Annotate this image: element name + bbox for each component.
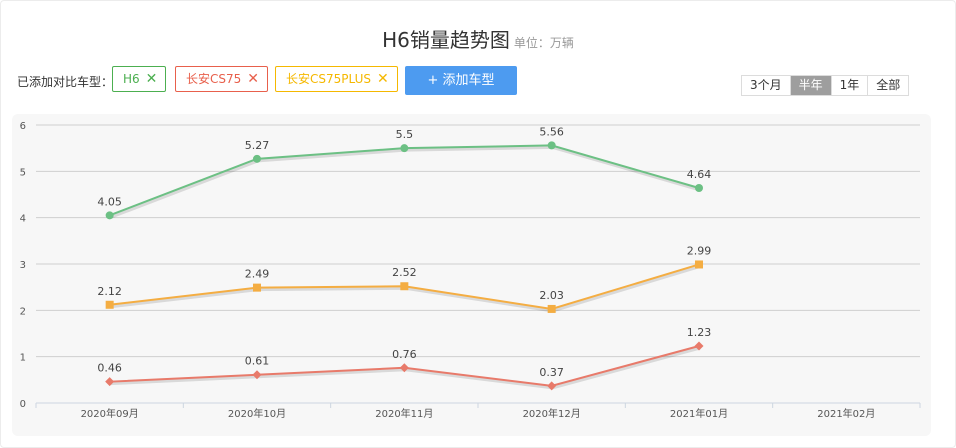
data-point xyxy=(400,282,409,291)
compare-label: 已添加对比车型： xyxy=(17,75,114,89)
data-point xyxy=(252,370,262,380)
data-label: 0.37 xyxy=(539,366,564,379)
tag-label: 长安CS75 xyxy=(186,72,242,86)
x-tick-label: 2020年12月 xyxy=(523,407,581,420)
x-tick-label: 2020年09月 xyxy=(81,407,139,420)
data-label: 5.27 xyxy=(245,139,270,152)
data-label: 0.46 xyxy=(97,362,122,375)
data-label: 2.12 xyxy=(97,285,122,298)
period-half-year[interactable]: 半年 xyxy=(789,76,831,95)
x-tick-label: 2021年01月 xyxy=(670,407,728,420)
data-point xyxy=(547,381,557,391)
data-label: 5.5 xyxy=(396,128,414,141)
y-tick-label: 6 xyxy=(20,121,26,132)
compare-tag-cs75plus[interactable]: 长安CS75PLUS ✕ xyxy=(275,66,398,92)
tag-label: 长安CS75PLUS xyxy=(286,72,371,86)
compare-tag-cs75[interactable]: 长安CS75 ✕ xyxy=(175,66,269,92)
period-all[interactable]: 全部 xyxy=(867,76,909,95)
chart-header: H6销量趋势图 单位：万辆 xyxy=(0,24,956,53)
period-3-months[interactable]: 3个月 xyxy=(742,76,790,95)
series-line-shadow xyxy=(110,145,701,219)
data-label: 4.05 xyxy=(97,195,122,208)
data-label: 2.03 xyxy=(539,289,564,302)
data-point xyxy=(547,304,556,313)
data-point xyxy=(253,154,261,163)
data-point xyxy=(399,363,409,373)
close-icon[interactable]: ✕ xyxy=(145,71,158,87)
plot-area xyxy=(12,114,931,436)
data-point xyxy=(105,377,115,387)
data-point xyxy=(547,141,556,150)
y-tick-label: 0 xyxy=(20,399,26,410)
y-tick-label: 1 xyxy=(20,353,26,364)
data-point xyxy=(695,184,703,193)
x-tick-label: 2021年02月 xyxy=(817,407,875,420)
data-label: 2.99 xyxy=(687,244,712,257)
chart-title: H6销量趋势图 xyxy=(382,28,510,52)
data-point xyxy=(253,283,261,292)
y-tick-label: 3 xyxy=(20,260,26,271)
period-selector: 3个月 半年 1年 全部 xyxy=(741,75,910,96)
unit-label: 单位：万辆 xyxy=(513,36,574,50)
data-label: 0.76 xyxy=(392,348,417,361)
close-icon[interactable]: ✕ xyxy=(377,71,389,87)
period-1-year[interactable]: 1年 xyxy=(830,76,868,95)
y-tick-label: 2 xyxy=(20,306,26,317)
data-label: 5.56 xyxy=(539,125,564,138)
x-tick-label: 2020年10月 xyxy=(228,407,286,420)
data-label: 0.61 xyxy=(245,355,270,368)
data-point xyxy=(105,300,114,309)
data-label: 2.52 xyxy=(392,266,417,279)
add-model-button[interactable]: + 添加车型 xyxy=(405,66,517,95)
data-label: 1.23 xyxy=(687,326,712,339)
data-point xyxy=(695,260,703,269)
tag-label: H6 xyxy=(123,72,140,86)
data-label: 2.49 xyxy=(245,268,270,281)
series-line xyxy=(109,144,700,217)
data-point xyxy=(105,211,114,220)
x-tick-label: 2020年11月 xyxy=(375,407,433,420)
data-point xyxy=(694,341,704,351)
y-tick-label: 5 xyxy=(20,167,26,178)
data-label: 4.64 xyxy=(687,168,712,181)
compare-tag-h6[interactable]: H6 ✕ xyxy=(112,66,167,92)
y-tick-label: 4 xyxy=(20,214,26,225)
close-icon[interactable]: ✕ xyxy=(247,71,260,87)
data-point xyxy=(400,144,409,153)
